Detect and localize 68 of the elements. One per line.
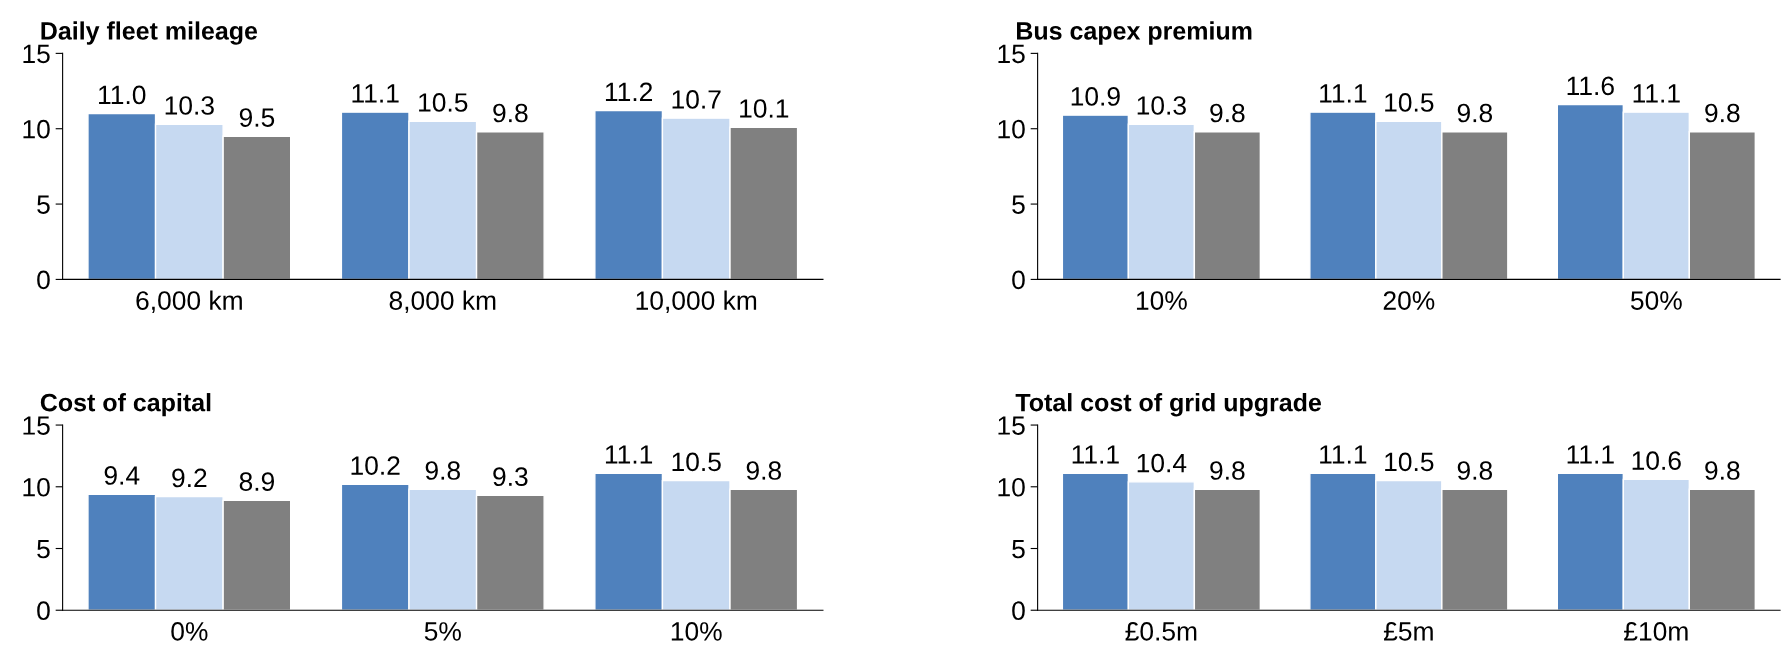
data-label: 8.9 [239, 472, 275, 491]
data-label: 9.2 [172, 468, 207, 488]
data-label: 11.6 [1567, 76, 1614, 96]
data-label: 10.3 [165, 96, 214, 115]
data-label: 11.1 [1633, 84, 1680, 103]
chart-title: Daily fleet mileage [41, 21, 258, 45]
y-tick-label: 5 [37, 539, 50, 559]
data-label: 11.1 [352, 84, 399, 103]
x-tick-label: £0.5m [1125, 622, 1197, 641]
data-label: 9.8 [1705, 461, 1740, 480]
x-tick-label: 6,000 km [136, 290, 242, 314]
data-label: 10.4 [1137, 453, 1187, 473]
data-label: 9.8 [1210, 103, 1245, 123]
x-tick-label: 10,000 km [636, 290, 757, 314]
y-tick-label: 5 [1012, 195, 1025, 214]
data-label: 11.2 [605, 82, 653, 101]
x-tick-label: 10% [1136, 291, 1187, 310]
data-label: 11.1 [1072, 445, 1119, 464]
data-label: 11.1 [1320, 84, 1367, 103]
x-tick-label: £10m [1624, 622, 1688, 641]
data-label: 10.3 [1137, 96, 1186, 115]
data-label: 9.8 [425, 461, 460, 480]
y-tick-label: 10 [998, 477, 1025, 497]
data-label: 9.5 [239, 108, 275, 127]
data-label: 10.5 [419, 93, 468, 112]
x-tick-label: 50% [1630, 291, 1682, 310]
y-tick-label: 0 [1012, 601, 1025, 621]
data-label: 9.8 [493, 103, 528, 123]
y-tick-label: 0 [37, 270, 50, 290]
data-label: 9.8 [1705, 103, 1740, 123]
data-label: 10.7 [672, 90, 721, 109]
chart-title: Bus capex premium [1017, 21, 1252, 45]
data-label: 11.1 [1567, 445, 1614, 464]
chart-title: Cost of capital [40, 393, 211, 417]
chart-title: Total cost of grid upgrade [1015, 393, 1321, 417]
x-tick-label: 0% [171, 622, 208, 641]
data-label: 10.9 [1071, 87, 1120, 106]
y-tick-label: 0 [37, 601, 50, 621]
data-label: 10.5 [1385, 452, 1434, 472]
data-label: 9.4 [104, 466, 140, 485]
data-label: 11.0 [99, 85, 146, 105]
data-label: 9.3 [493, 467, 528, 487]
x-tick-label: 10% [671, 622, 722, 641]
data-label: 10.5 [1385, 93, 1434, 112]
data-label: 11.1 [1320, 445, 1367, 464]
data-label: 10.6 [1632, 451, 1681, 470]
data-label: 9.8 [1457, 103, 1493, 123]
y-tick-label: 5 [1012, 539, 1025, 559]
data-label: 10.1 [740, 99, 789, 118]
x-tick-label: 20% [1383, 291, 1435, 310]
data-label: 9.8 [746, 461, 781, 480]
data-label: 10.5 [672, 452, 721, 472]
y-tick-label: 15 [23, 44, 50, 64]
y-tick-label: 0 [1012, 270, 1025, 290]
y-tick-label: 5 [37, 195, 50, 214]
y-tick-label: 10 [23, 477, 50, 497]
data-label: 9.8 [1210, 461, 1245, 480]
y-tick-label: 15 [23, 416, 50, 435]
x-tick-label: £5m [1383, 622, 1433, 641]
data-label: 9.8 [1457, 461, 1493, 480]
x-tick-label: 8,000 km [389, 290, 496, 314]
data-label: 10.2 [351, 456, 400, 475]
y-tick-label: 15 [998, 416, 1025, 435]
y-tick-label: 10 [998, 119, 1025, 139]
y-tick-label: 15 [998, 44, 1025, 64]
y-tick-label: 10 [23, 119, 50, 139]
data-label: 11.1 [605, 445, 653, 464]
x-tick-label: 5% [424, 622, 461, 641]
